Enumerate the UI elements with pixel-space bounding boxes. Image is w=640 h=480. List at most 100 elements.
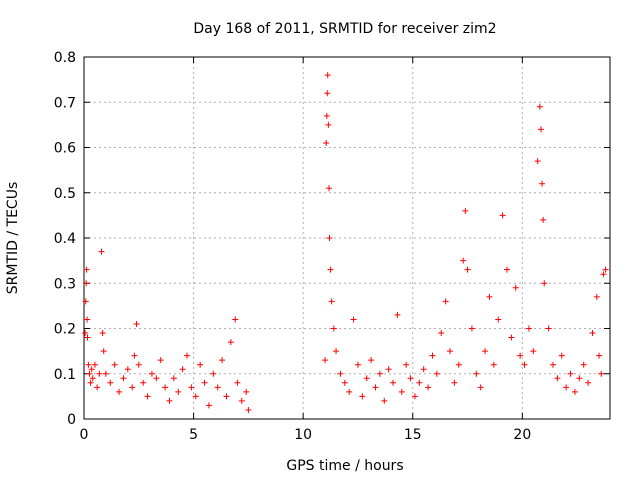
data-point	[84, 316, 91, 323]
data-point	[482, 348, 489, 355]
y-tick-label: 0.3	[54, 276, 76, 292]
data-point	[554, 375, 561, 382]
data-point	[455, 361, 462, 368]
data-point	[326, 235, 333, 241]
data-point	[140, 379, 147, 386]
data-point	[166, 397, 173, 404]
data-point	[322, 357, 329, 364]
y-axis-label: SRMTID / TECUs	[5, 182, 21, 295]
data-point	[243, 388, 250, 395]
plot-frame	[83, 56, 611, 420]
y-axis: 0 0.1 0.2 0.3 0.4 0.5 0.6 0.7 0.8	[54, 50, 610, 428]
data-point	[84, 334, 91, 341]
data-point	[238, 397, 245, 404]
data-point	[372, 384, 379, 391]
y-tick-label: 0.7	[54, 95, 76, 111]
data-point	[324, 90, 331, 97]
data-point	[416, 379, 423, 386]
data-point	[162, 384, 169, 391]
data-point	[324, 72, 331, 79]
data-point	[499, 212, 506, 219]
data-point	[376, 370, 383, 377]
data-point	[210, 370, 217, 377]
data-point	[341, 379, 348, 386]
data-point	[111, 361, 118, 368]
data-point	[89, 375, 96, 382]
data-point	[328, 298, 335, 305]
data-point	[326, 185, 333, 192]
data-point	[464, 266, 471, 273]
data-point	[107, 379, 114, 386]
data-point	[179, 366, 186, 373]
data-point	[184, 352, 191, 359]
data-point	[234, 379, 241, 386]
data-point	[333, 348, 340, 355]
data-point	[537, 126, 544, 133]
data-point	[411, 393, 418, 400]
data-point	[131, 352, 138, 359]
y-tick-label: 0.6	[54, 141, 76, 157]
data-point	[135, 361, 142, 368]
data-point	[442, 298, 449, 305]
data-point	[460, 257, 467, 264]
data-point	[219, 357, 226, 364]
data-point	[593, 293, 600, 300]
data-point	[407, 375, 414, 382]
data-point	[96, 370, 103, 377]
y-tick-label: 0.4	[54, 231, 76, 247]
data-point	[495, 316, 502, 323]
data-point	[148, 370, 155, 377]
data-point	[558, 352, 565, 359]
data-point	[100, 348, 107, 355]
data-point	[323, 139, 330, 146]
data-point	[540, 216, 547, 223]
data-point	[363, 375, 370, 382]
data-point	[124, 366, 131, 373]
x-tick-label: 5	[189, 427, 198, 443]
data-point	[503, 266, 510, 273]
data-point	[86, 370, 93, 377]
data-point	[330, 325, 337, 332]
data-point	[530, 348, 537, 355]
data-point	[508, 334, 515, 341]
data-point	[545, 325, 552, 332]
x-tick-label: 0	[80, 427, 89, 443]
data-point	[201, 379, 208, 386]
y-tick-label: 0	[67, 412, 76, 428]
data-point	[580, 361, 587, 368]
data-point	[447, 348, 454, 355]
data-point	[585, 379, 592, 386]
chart-title: Day 168 of 2011, SRMTID for receiver zim…	[193, 21, 496, 37]
y-tick-label: 0.2	[54, 322, 76, 338]
data-point	[598, 370, 605, 377]
data-point	[576, 375, 583, 382]
x-tick-label: 10	[294, 427, 312, 443]
data-point	[157, 357, 164, 364]
data-point	[88, 366, 95, 373]
data-point	[539, 180, 546, 187]
data-point	[462, 207, 469, 214]
x-axis-label: GPS time / hours	[286, 458, 403, 474]
data-point	[346, 388, 353, 395]
data-point	[197, 361, 204, 368]
data-point	[563, 384, 570, 391]
x-tick-label: 15	[404, 427, 422, 443]
data-point	[144, 393, 151, 400]
data-point	[425, 384, 432, 391]
data-point	[192, 393, 199, 400]
x-axis: 0 5 10 15 20	[80, 57, 531, 443]
data-point	[550, 361, 557, 368]
data-point	[420, 366, 427, 373]
data-point	[354, 361, 361, 368]
data-point	[490, 361, 497, 368]
data-point	[438, 330, 445, 337]
data-point	[596, 352, 603, 359]
data-point	[245, 406, 252, 413]
data-point	[571, 388, 578, 395]
data-point	[116, 388, 123, 395]
data-point	[473, 370, 480, 377]
data-point	[205, 402, 212, 409]
data-point	[429, 352, 436, 359]
data-point	[567, 370, 574, 377]
